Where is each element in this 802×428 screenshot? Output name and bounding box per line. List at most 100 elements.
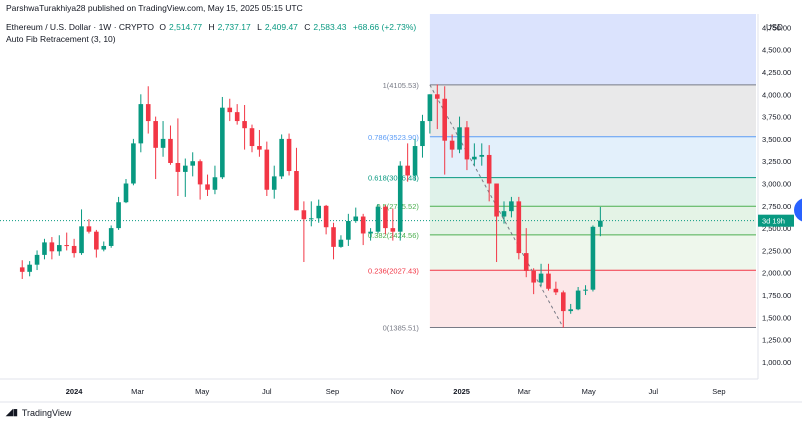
candle-body-41[interactable] <box>323 205 329 228</box>
tradingview-brand[interactable]: ◢▮ TradingView <box>6 407 71 418</box>
currency-label[interactable]: USD <box>766 23 783 32</box>
candle-body-52[interactable] <box>405 165 410 176</box>
candle-body-40[interactable] <box>316 205 322 219</box>
candle-body-2[interactable] <box>34 254 40 265</box>
candle-body-64[interactable] <box>494 183 499 217</box>
candle-body-20[interactable] <box>168 138 173 163</box>
candle-body-57[interactable] <box>442 98 448 141</box>
candle-body-35[interactable] <box>279 138 284 177</box>
candle-body-33[interactable] <box>264 149 270 190</box>
candle-body-9[interactable] <box>86 226 92 232</box>
candle-body-50[interactable] <box>390 228 396 232</box>
candle-body-43[interactable] <box>338 239 344 247</box>
candle-body-45[interactable] <box>353 216 359 221</box>
candle-body-67[interactable] <box>516 201 522 254</box>
candle-body-38[interactable] <box>301 210 307 220</box>
candle-body-15[interactable] <box>131 143 136 184</box>
candle-body-60[interactable] <box>464 127 470 160</box>
candle-body-18[interactable] <box>153 121 158 148</box>
candle-body-31[interactable] <box>249 128 255 147</box>
candle-body-39[interactable] <box>308 218 314 220</box>
candle-body-11[interactable] <box>101 245 107 250</box>
candle-body-27[interactable] <box>220 107 225 178</box>
candle-body-37[interactable] <box>294 171 299 211</box>
candle-body-46[interactable] <box>360 216 366 234</box>
candle-body-69[interactable] <box>531 270 536 283</box>
candle-body-49[interactable] <box>383 206 388 229</box>
y-tick-label: 2,000.00 <box>762 269 791 278</box>
candle-body-10[interactable] <box>94 231 99 250</box>
open-label: O <box>159 22 166 32</box>
candle-body-14[interactable] <box>123 183 129 203</box>
candle-body-12[interactable] <box>108 228 114 246</box>
candle-body-5[interactable] <box>56 245 62 252</box>
candle-body-70[interactable] <box>538 273 544 283</box>
candle-body-75[interactable] <box>575 290 581 310</box>
y-tick-label: 2,500.00 <box>762 224 791 233</box>
change-value: +68.66 (+2.73%) <box>352 22 417 32</box>
candle-body-48[interactable] <box>375 206 381 232</box>
candle-body-55[interactable] <box>427 94 433 122</box>
fib-label-0: 0(1385.51) <box>383 324 420 333</box>
y-tick-label: 4,250.00 <box>762 68 791 77</box>
candle-body-30[interactable] <box>242 121 247 129</box>
candle-body-28[interactable] <box>227 107 233 113</box>
candle-body-77[interactable] <box>590 226 596 290</box>
candle-body-19[interactable] <box>160 138 166 148</box>
candle-body-42[interactable] <box>331 227 336 247</box>
high-label: H <box>208 22 215 32</box>
candle-body-1[interactable] <box>27 264 32 272</box>
candle-body-0[interactable] <box>19 267 25 272</box>
candle-body-22[interactable] <box>182 165 188 172</box>
candle-body-36[interactable] <box>286 138 292 172</box>
candle-body-3[interactable] <box>42 242 47 255</box>
candle-body-44[interactable] <box>346 220 351 240</box>
candle-body-4[interactable] <box>49 242 55 252</box>
candle-body-24[interactable] <box>197 161 203 185</box>
candle-body-68[interactable] <box>523 253 529 271</box>
candle-body-23[interactable] <box>190 161 196 166</box>
candle-body-78[interactable] <box>598 220 603 227</box>
candle-body-59[interactable] <box>457 127 462 150</box>
x-tick-label: Sep <box>326 387 339 396</box>
candle-body-26[interactable] <box>212 177 218 190</box>
candle-body-13[interactable] <box>116 202 121 229</box>
candle-body-56[interactable] <box>434 94 440 99</box>
scroll-handle[interactable] <box>794 198 802 222</box>
candle-body-62[interactable] <box>479 154 485 157</box>
candle-body-21[interactable] <box>175 162 181 172</box>
y-tick-label: 1,500.00 <box>762 313 791 322</box>
x-tick-label: 2024 <box>66 387 84 396</box>
candle-body-53[interactable] <box>412 146 418 176</box>
candle-body-65[interactable] <box>501 211 507 217</box>
x-tick-label: Sep <box>712 387 725 396</box>
candle-body-74[interactable] <box>568 309 574 312</box>
candle-body-6[interactable] <box>64 245 70 247</box>
candle-body-72[interactable] <box>553 288 559 293</box>
candle-body-25[interactable] <box>205 184 210 190</box>
candle-body-51[interactable] <box>397 165 403 232</box>
candle-body-7[interactable] <box>71 245 77 254</box>
candle-body-63[interactable] <box>486 154 492 184</box>
candle-body-32[interactable] <box>257 146 262 150</box>
candle-body-16[interactable] <box>138 104 144 144</box>
candle-body-76[interactable] <box>583 289 588 291</box>
candle-body-73[interactable] <box>560 292 566 312</box>
candle-body-8[interactable] <box>79 226 84 254</box>
symbol-title[interactable]: Ethereum / U.S. Dollar · 1W · CRYPTO <box>6 22 154 32</box>
candle-body-17[interactable] <box>145 104 151 122</box>
candle-body-29[interactable] <box>234 112 240 122</box>
candle-body-71[interactable] <box>546 273 551 289</box>
candle-body-47[interactable] <box>368 231 373 234</box>
fib-zone-0.618 <box>429 177 756 207</box>
candle-body-34[interactable] <box>271 176 277 190</box>
close-label: C <box>304 22 311 32</box>
low-label: L <box>257 22 262 32</box>
candle-body-61[interactable] <box>472 156 477 160</box>
y-tick-label: 4,000.00 <box>762 90 791 99</box>
candle-body-66[interactable] <box>509 201 514 212</box>
indicator-label[interactable]: Auto Fib Retracement (3, 10) <box>6 34 116 44</box>
candle-body-54[interactable] <box>420 121 425 147</box>
candle-body-58[interactable] <box>449 140 455 150</box>
